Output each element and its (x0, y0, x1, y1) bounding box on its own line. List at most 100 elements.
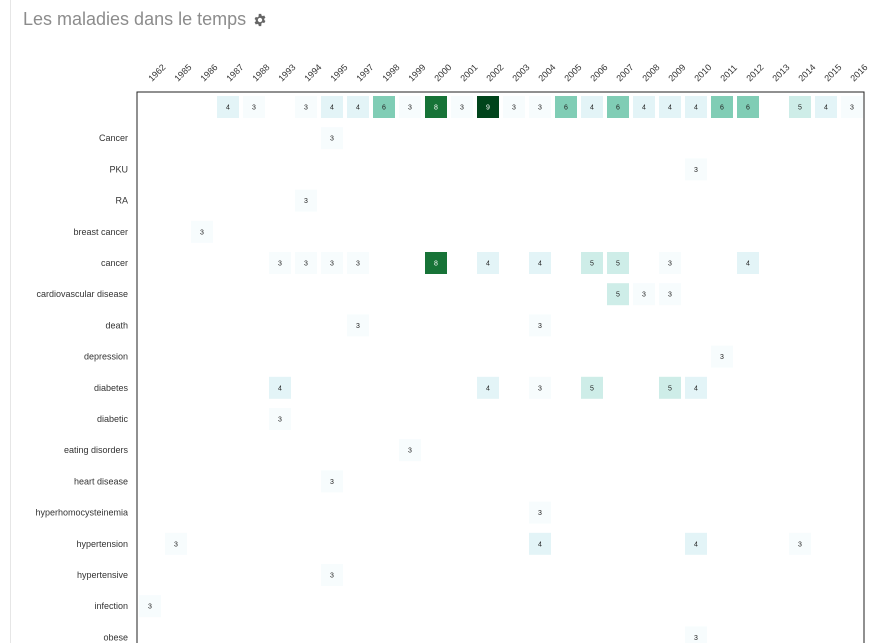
cell-value-label: 3 (850, 105, 854, 112)
cell-value-label: 4 (356, 105, 360, 112)
heatmap-cell[interactable] (529, 376, 551, 399)
heatmap-cell[interactable] (295, 96, 317, 118)
heatmap-cell[interactable] (347, 252, 369, 274)
heatmap-cell[interactable] (321, 564, 343, 586)
heatmap-cell[interactable] (685, 96, 707, 118)
heatmap-cell[interactable] (659, 283, 681, 306)
heatmap-cell[interactable] (321, 96, 343, 118)
cell-value-label: 8 (434, 105, 438, 112)
heatmap-cell[interactable] (711, 96, 733, 118)
heatmap-cell[interactable] (685, 626, 707, 643)
cell-value-label: 4 (330, 105, 334, 112)
cell-value-label: 4 (694, 105, 698, 112)
cell-value-label: 4 (824, 105, 828, 112)
panel-border (10, 0, 11, 643)
heatmap-cell[interactable] (191, 220, 213, 243)
heatmap-cell[interactable] (633, 283, 655, 306)
row-label: hypertensive (77, 570, 128, 580)
year-tick-label: 1993 (276, 62, 297, 83)
heatmap-cell[interactable] (295, 189, 317, 212)
cell-value-label: 5 (590, 385, 594, 392)
heatmap-cell[interactable] (633, 96, 655, 118)
heatmap-cell[interactable] (347, 96, 369, 118)
heatmap-cell[interactable] (347, 314, 369, 337)
heatmap-cell[interactable] (529, 501, 551, 524)
cell-value-label: 4 (538, 541, 542, 548)
row-label: death (105, 320, 128, 330)
year-tick-label: 1997 (354, 62, 375, 83)
year-tick-label: 2001 (458, 62, 479, 83)
heatmap-cell[interactable] (269, 252, 291, 274)
cell-value-label: 3 (330, 261, 334, 268)
heatmap-cell[interactable] (373, 96, 395, 118)
heatmap-cell[interactable] (425, 96, 447, 118)
heatmap-cell[interactable] (581, 252, 603, 274)
heatmap-cell[interactable] (425, 252, 447, 274)
row-label: PKU (109, 164, 128, 174)
heatmap-cell[interactable] (607, 283, 629, 306)
cell-value-label: 3 (200, 229, 204, 236)
heatmap-cell[interactable] (529, 96, 551, 118)
heatmap-cell[interactable] (685, 158, 707, 181)
heatmap-cell[interactable] (581, 96, 603, 118)
heatmap-cell[interactable] (399, 96, 421, 118)
heatmap-cell[interactable] (295, 252, 317, 274)
year-tick-label: 2012 (744, 62, 765, 83)
heatmap-cell[interactable] (711, 345, 733, 368)
heatmap-cell[interactable] (451, 96, 473, 118)
heatmap-cell[interactable] (321, 252, 343, 274)
heatmap-cell[interactable] (269, 376, 291, 399)
row-label: diabetes (94, 383, 129, 393)
cell-value-label: 3 (408, 105, 412, 112)
year-tick-label: 2007 (614, 62, 635, 83)
heatmap-cell[interactable] (477, 376, 499, 399)
heatmap-cell[interactable] (737, 252, 759, 274)
heatmap-cell[interactable] (529, 532, 551, 555)
cell-value-label: 3 (668, 261, 672, 268)
cell-value-label: 3 (694, 635, 698, 642)
gear-icon[interactable] (253, 13, 267, 27)
heatmap-cell[interactable] (841, 96, 863, 118)
heatmap-cell[interactable] (555, 96, 577, 118)
heatmap-cell[interactable] (269, 408, 291, 430)
cell-value-label: 4 (668, 105, 672, 112)
heatmap-cell[interactable] (477, 252, 499, 274)
heatmap-cell[interactable] (659, 252, 681, 274)
year-tick-label: 2009 (666, 62, 687, 83)
cell-value-label: 9 (486, 105, 490, 112)
heatmap-cell[interactable] (529, 314, 551, 337)
heatmap-cell[interactable] (789, 532, 811, 555)
heatmap-cell[interactable] (321, 470, 343, 493)
heatmap-cell[interactable] (529, 252, 551, 274)
heatmap-cell[interactable] (685, 376, 707, 399)
year-tick-label: 1988 (250, 62, 271, 83)
cell-value-label: 3 (512, 105, 516, 112)
heatmap-cell[interactable] (789, 96, 811, 118)
cell-value-label: 6 (746, 105, 750, 112)
row-label: depression (84, 352, 128, 362)
heatmap-cell[interactable] (685, 532, 707, 555)
cell-value-label: 4 (694, 541, 698, 548)
heatmap-cell[interactable] (477, 96, 499, 118)
heatmap-cell[interactable] (607, 252, 629, 274)
heatmap-cell[interactable] (399, 439, 421, 462)
cell-value-label: 3 (538, 385, 542, 392)
heatmap-cell[interactable] (659, 96, 681, 118)
row-label: Cancer (99, 133, 128, 143)
year-tick-label: 2006 (588, 62, 609, 83)
heatmap-cell[interactable] (815, 96, 837, 118)
heatmap-cell[interactable] (737, 96, 759, 118)
cell-value-label: 4 (486, 261, 490, 268)
heatmap-cell[interactable] (139, 595, 161, 618)
heatmap-cell[interactable] (659, 376, 681, 399)
heatmap-cell[interactable] (217, 96, 239, 118)
row-label: hypertension (76, 539, 128, 549)
heatmap-cell[interactable] (607, 96, 629, 118)
heatmap-cell[interactable] (503, 96, 525, 118)
heatmap-cell[interactable] (321, 127, 343, 150)
year-tick-label: 2000 (432, 62, 453, 83)
heatmap-cell[interactable] (581, 376, 603, 399)
heatmap-cell[interactable] (165, 532, 187, 555)
heatmap-cell[interactable] (243, 96, 265, 118)
